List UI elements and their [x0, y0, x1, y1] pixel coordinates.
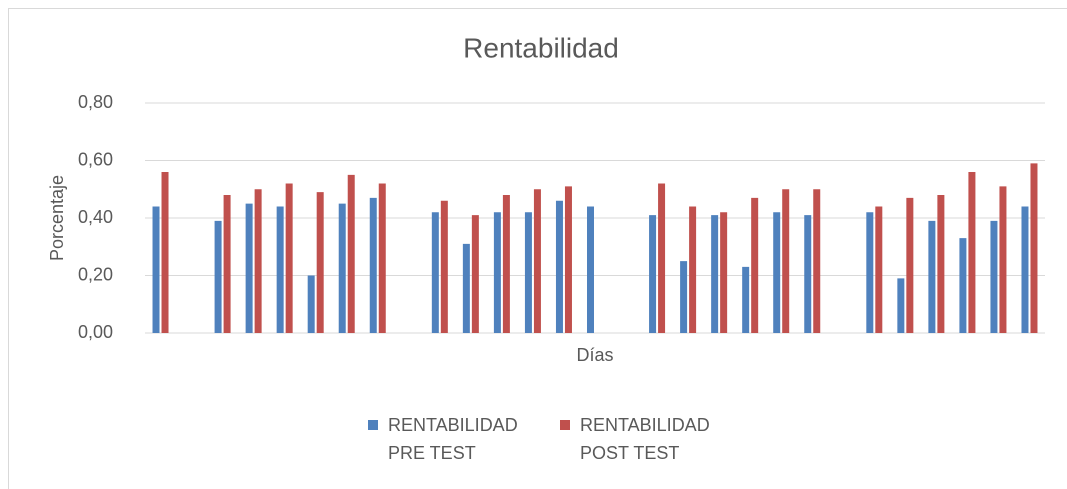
y-axis-label: Porcentaje — [47, 175, 67, 261]
bar — [968, 172, 976, 333]
bar — [720, 212, 728, 333]
bar — [307, 275, 315, 333]
bar — [742, 266, 750, 333]
bar — [1030, 163, 1038, 333]
bar — [223, 195, 231, 333]
bar — [369, 197, 377, 333]
bar — [161, 172, 169, 333]
bar — [782, 189, 790, 333]
bar — [875, 206, 883, 333]
bar — [773, 212, 781, 333]
bar — [524, 212, 532, 333]
chart-title: Rentabilidad — [463, 32, 619, 63]
bar — [285, 183, 293, 333]
chart-frame — [8, 8, 1067, 489]
bar — [555, 200, 563, 333]
bar — [959, 238, 967, 333]
bar — [658, 183, 666, 333]
y-tick-label: 0,80 — [78, 92, 113, 112]
bar — [680, 261, 688, 333]
bar — [804, 215, 812, 333]
bar — [214, 220, 222, 333]
bar — [866, 212, 874, 333]
bar — [245, 203, 253, 333]
y-tick-label: 0,40 — [78, 207, 113, 227]
bar — [462, 243, 470, 333]
bar — [751, 197, 759, 333]
x-axis-label: Días — [576, 345, 613, 365]
bar — [533, 189, 541, 333]
bar — [897, 278, 905, 333]
bar — [471, 215, 479, 333]
bar — [813, 189, 821, 333]
bar — [906, 197, 914, 333]
bar — [689, 206, 697, 333]
bar — [649, 215, 657, 333]
bar — [276, 206, 284, 333]
legend-label: RENTABILIDAD PRE TEST — [388, 415, 518, 463]
bar — [378, 183, 386, 333]
y-tick-label: 0,00 — [78, 322, 113, 342]
bar — [254, 189, 262, 333]
y-tick-label: 0,20 — [78, 264, 113, 284]
bar — [493, 212, 501, 333]
bar — [152, 206, 160, 333]
bar — [587, 206, 594, 333]
bar — [928, 220, 936, 333]
bar — [990, 220, 998, 333]
legend-swatch — [560, 420, 570, 430]
bar — [937, 195, 945, 333]
y-tick-label: 0,60 — [78, 149, 113, 169]
bar — [431, 212, 439, 333]
legend-label: RENTABILIDAD POST TEST — [580, 415, 710, 463]
bar — [711, 215, 719, 333]
legend-swatch — [368, 420, 378, 430]
bar — [999, 186, 1007, 333]
bar — [564, 186, 572, 333]
bar — [316, 192, 324, 333]
bar — [347, 174, 355, 333]
bar — [440, 200, 448, 333]
bar — [502, 195, 510, 333]
bar — [1021, 206, 1029, 333]
bar — [338, 203, 346, 333]
